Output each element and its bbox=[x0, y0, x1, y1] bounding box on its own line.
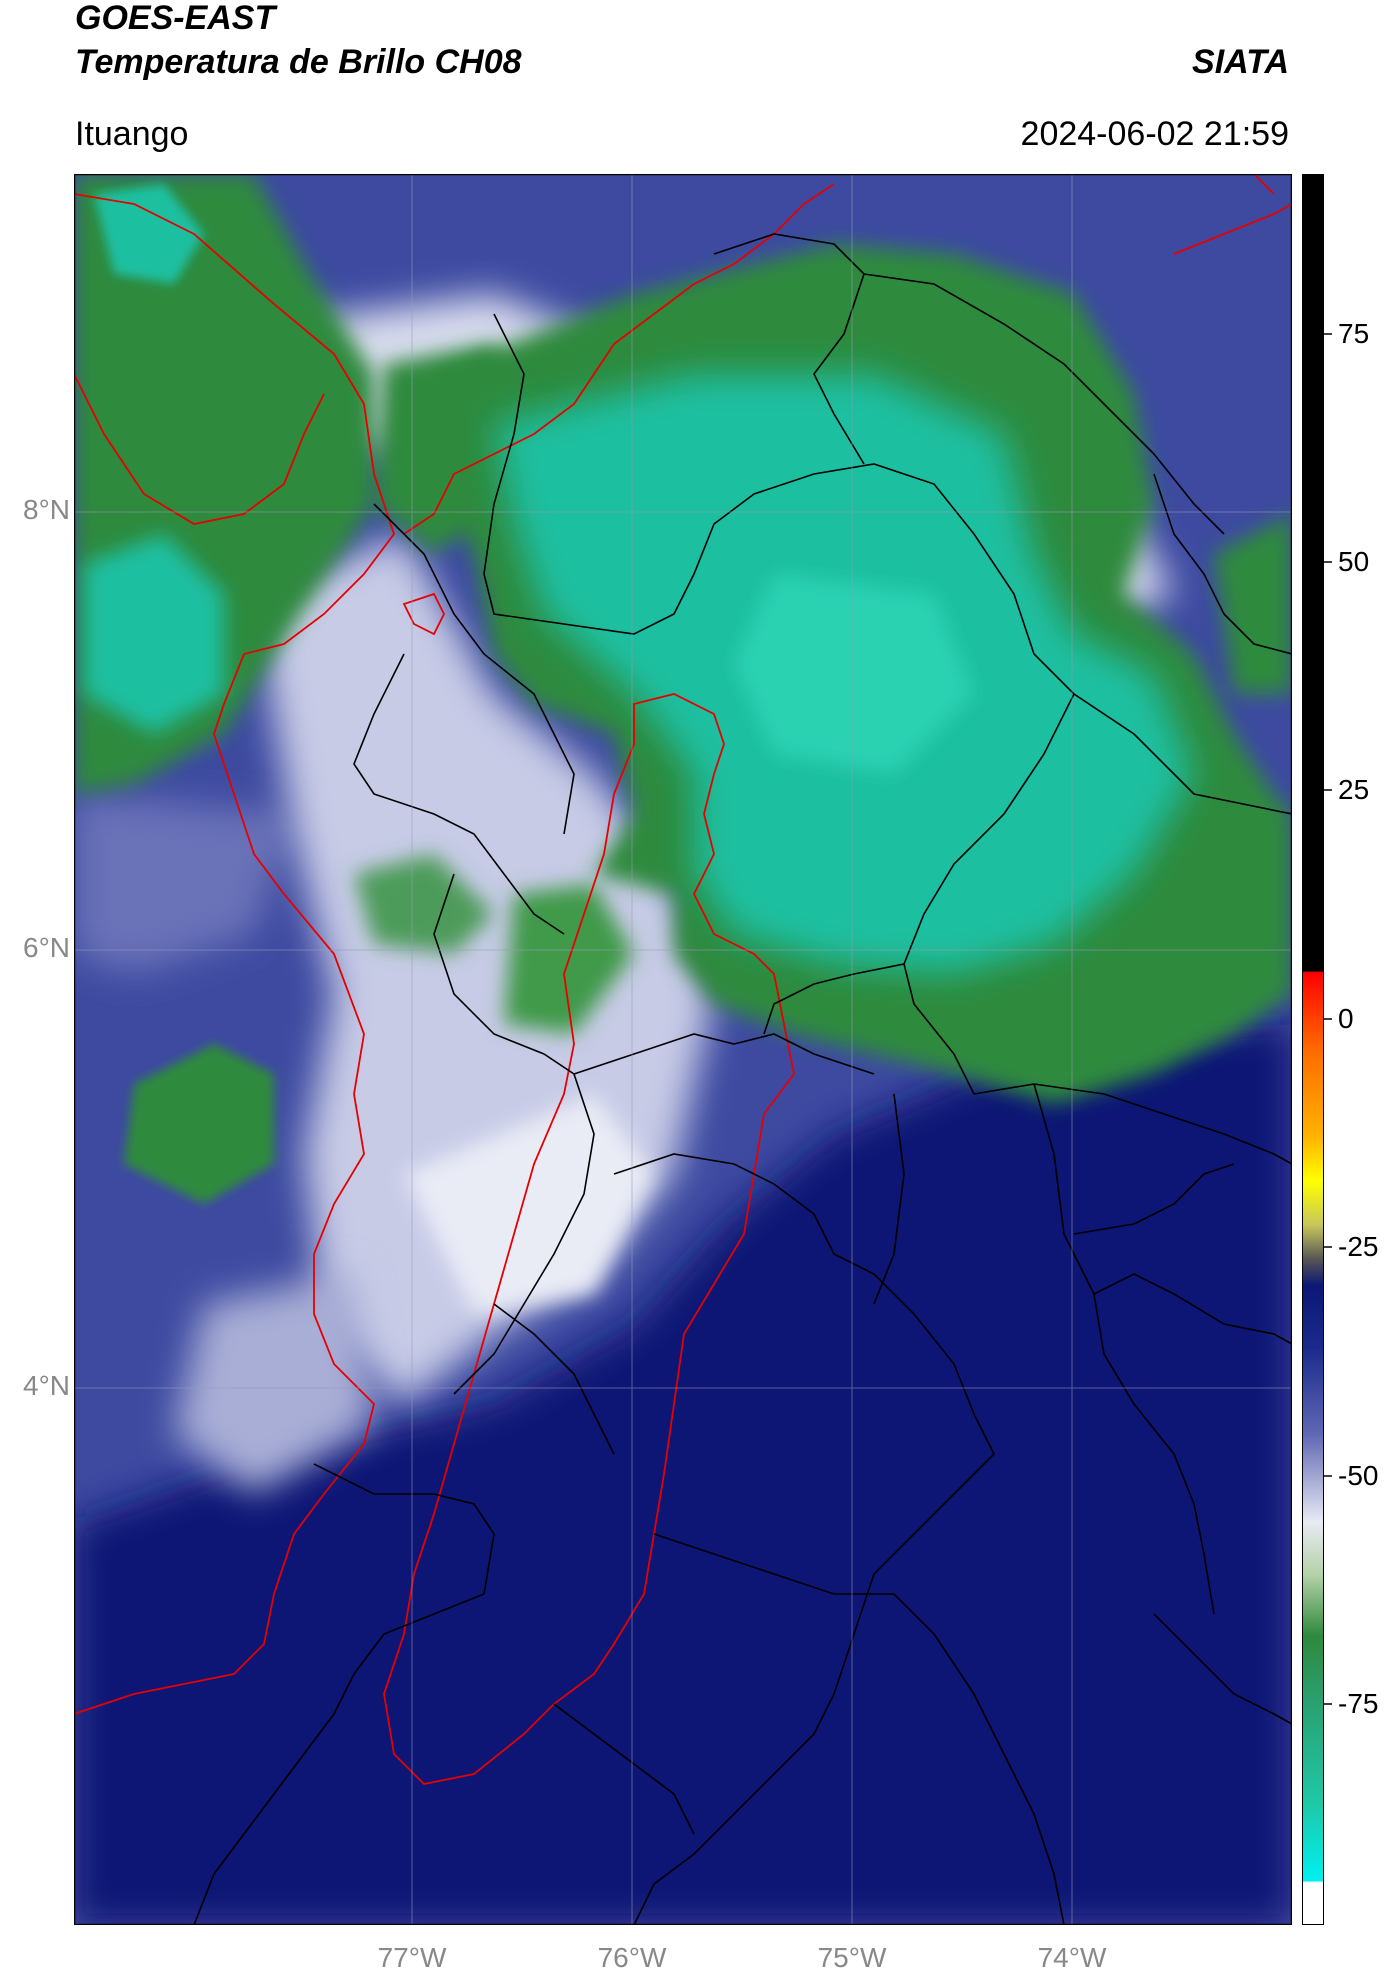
colorbar-tick-label: -25 bbox=[1338, 1231, 1379, 1262]
colorbar-tick-label: 25 bbox=[1338, 774, 1370, 805]
region-label: Ituango bbox=[75, 115, 189, 153]
colorbar-tick-label: 75 bbox=[1338, 318, 1370, 349]
lat-tick-label: 8°N bbox=[23, 494, 70, 525]
colorbar-gradient bbox=[1302, 174, 1324, 1925]
coastline bbox=[74, 174, 1292, 1715]
graticule bbox=[74, 174, 1292, 1925]
map-frame bbox=[74, 174, 1292, 1925]
lat-tick-label: 6°N bbox=[23, 932, 70, 963]
lon-tick-label: 77°W bbox=[377, 1942, 447, 1973]
lat-tick-label: 4°N bbox=[23, 1370, 70, 1401]
datetime-label: 2024-06-02 21:59 bbox=[1020, 115, 1289, 153]
satellite-map[interactable] bbox=[74, 174, 1292, 1925]
product-title: Temperatura de Brillo CH08 bbox=[75, 43, 522, 81]
colorbar-tick-label: -50 bbox=[1338, 1460, 1379, 1491]
colorbar bbox=[1302, 174, 1332, 1925]
ituango-basin-outline bbox=[383, 693, 795, 1785]
colorbar-ticks bbox=[1324, 333, 1332, 1705]
lon-tick-label: 75°W bbox=[817, 1942, 887, 1973]
admin-borders bbox=[193, 233, 1292, 1925]
brightness-temperature-field bbox=[74, 174, 1292, 1925]
colorbar-tick-label: -75 bbox=[1338, 1688, 1379, 1719]
colorbar-tick-label: 50 bbox=[1338, 546, 1370, 577]
satellite-title: GOES-EAST bbox=[75, 0, 276, 37]
colorbar-tick-label: 0 bbox=[1338, 1003, 1354, 1034]
organization-label: SIATA bbox=[1192, 43, 1289, 81]
lon-tick-label: 74°W bbox=[1037, 1942, 1107, 1973]
lon-tick-label: 76°W bbox=[597, 1942, 667, 1973]
